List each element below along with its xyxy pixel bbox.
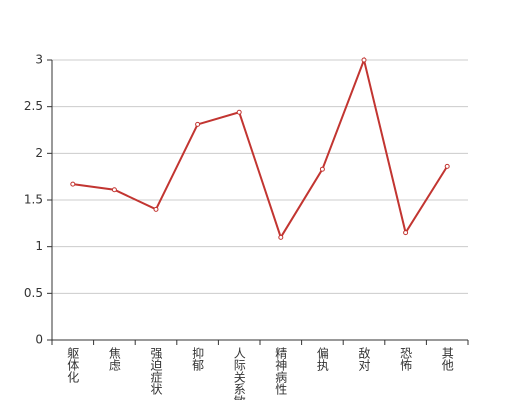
line [72,56,449,240]
point [70,181,76,187]
y-tick-label: 1 [35,239,43,253]
x-tick-label: 强迫症状 [149,347,163,395]
x-tick-label: 精神病性 [274,347,288,396]
y-tick-label: 3 [35,53,43,67]
y-tick-label: 0.5 [24,286,43,300]
y-tick-label: 2.5 [24,99,43,113]
x-tick-label: 躯体化 [66,346,80,384]
x-tick-label: 抑郁 [191,346,205,372]
x-tick-label: 偏执 [315,346,329,372]
x-tick-label: 敌对 [357,346,371,371]
point [444,163,450,169]
point [236,109,242,115]
point [361,57,367,63]
point [111,187,117,193]
y-tick-label: 0 [35,333,43,347]
point [319,166,325,172]
x-tick-label: 焦虑 [107,347,121,371]
y-tick-label: 2 [35,146,43,160]
point [153,206,159,212]
point [278,234,284,240]
x-tick-label: 恐怖 [399,347,413,371]
point [195,121,201,127]
x-tick-label: 其他 [440,347,454,371]
y-tick-label: 1.5 [24,193,43,207]
point [403,230,409,236]
x-tick-label: 人际关系敏感 [232,347,246,400]
